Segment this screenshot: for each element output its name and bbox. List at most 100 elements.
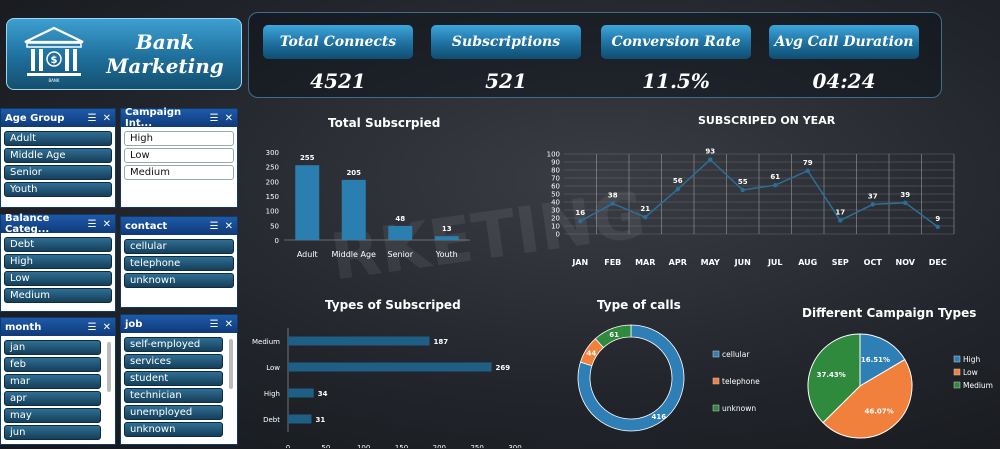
slicer-item-medium[interactable]: Medium (4, 288, 112, 303)
y-tick-label: Debt (263, 416, 280, 424)
data-label: 55 (738, 178, 748, 186)
kpi-value: 521 (485, 69, 527, 93)
slicer-item-adult[interactable]: Adult (4, 131, 112, 146)
chart-title-campaign-types: Different Campaign Types (802, 306, 977, 320)
slicer-item-jan[interactable]: jan (4, 340, 101, 355)
data-point (773, 183, 778, 188)
chart-title-type-of-calls: Type of calls (597, 298, 681, 312)
x-tick-label: Adult (297, 250, 318, 259)
y-tick-label: 90 (551, 159, 560, 167)
data-label: 37.43% (817, 371, 846, 379)
slicer-item-unknown[interactable]: unknown (124, 273, 234, 288)
kpi-panel: Total Connects 4521 Subscriptions 521 Co… (248, 12, 942, 98)
dashboard-title: Bank Marketing (89, 30, 241, 78)
data-label: 39 (900, 191, 910, 199)
slicer-item-mar[interactable]: mar (4, 374, 101, 389)
slicer-header: Balance Categ... ☰ ✕ (1, 213, 115, 235)
slicer-item-low[interactable]: Low (4, 271, 112, 286)
slicer-item-high[interactable]: High (124, 131, 234, 146)
slicer-item-telephone[interactable]: telephone (124, 256, 234, 271)
slicer-item-apr[interactable]: apr (4, 391, 101, 406)
clear-filter-icon[interactable]: ✕ (102, 112, 111, 124)
bar (434, 236, 459, 240)
multi-select-icon[interactable]: ☰ (87, 218, 97, 230)
slicer-item-unknown[interactable]: unknown (124, 422, 223, 437)
x-tick-label: 150 (395, 444, 408, 448)
slicer-item-student[interactable]: student (124, 371, 223, 386)
slicer-title: Age Group (5, 112, 65, 124)
y-tick-label: 70 (551, 175, 560, 183)
legend-label: unknown (722, 404, 756, 413)
series-line (579, 158, 939, 228)
slicer-item-services[interactable]: services (124, 354, 223, 369)
y-tick-label: Medium (252, 338, 280, 346)
bar (295, 165, 320, 240)
chart-title-types-subscribed: Types of Subscriped (325, 298, 461, 312)
slicer-item-feb[interactable]: feb (4, 357, 101, 372)
multi-select-icon[interactable]: ☰ (209, 318, 219, 330)
slicer-item-debt[interactable]: Debt (4, 237, 112, 252)
slicer-header: Campaign Int... ☰ ✕ (121, 107, 237, 129)
data-label: 79 (803, 159, 813, 167)
x-tick-label: 300 (508, 444, 521, 448)
x-tick-label: MAY (701, 258, 720, 267)
clear-filter-icon[interactable]: ✕ (224, 220, 233, 232)
clear-filter-icon[interactable]: ✕ (102, 218, 111, 230)
dashboard-title-line1: Bank (135, 30, 195, 54)
data-point (805, 168, 810, 173)
data-label: 93 (705, 148, 715, 156)
legend-swatch (712, 350, 720, 358)
slicer-month: month ☰ ✕ jan feb mar apr may jun (0, 317, 116, 445)
x-tick-label: APR (669, 258, 687, 267)
y-tick-label: 100 (266, 208, 279, 216)
data-point (870, 202, 875, 207)
slicer-item-high[interactable]: High (4, 254, 112, 269)
slicer-item-unemployed[interactable]: unemployed (124, 405, 223, 420)
x-tick-label: JUL (767, 258, 783, 267)
slicer-item-jun[interactable]: jun (4, 425, 101, 440)
slicer-header: job ☰ ✕ (121, 315, 237, 333)
svg-text:BANK: BANK (48, 78, 59, 83)
pie-slice (822, 358, 913, 439)
bar (288, 388, 314, 398)
legend-swatch (712, 377, 720, 385)
slicer-item-middle-age[interactable]: Middle Age (4, 148, 112, 163)
kpi-value: 4521 (310, 69, 366, 93)
clear-filter-icon[interactable]: ✕ (224, 112, 233, 124)
kpi-label: Conversion Rate (601, 25, 751, 59)
type-of-calls-donut-chart: 416 44 61 cellular telephone unknown (577, 324, 760, 432)
slicer-item-may[interactable]: may (4, 408, 101, 423)
y-tick-label: 100 (547, 151, 560, 159)
slicer-scrollbar[interactable] (229, 339, 233, 389)
multi-select-icon[interactable]: ☰ (87, 321, 97, 333)
multi-select-icon[interactable]: ☰ (209, 220, 219, 232)
slicer-item-senior[interactable]: Senior (4, 165, 112, 180)
slicer-title: job (125, 318, 143, 330)
slicer-scrollbar[interactable] (107, 342, 111, 392)
slicer-header: Age Group ☰ ✕ (1, 109, 115, 127)
slicer-item-self-employed[interactable]: self-employed (124, 337, 223, 352)
x-tick-label: DEC (929, 258, 947, 267)
svg-text:$: $ (51, 55, 58, 66)
slicer-item-medium[interactable]: Medium (124, 165, 234, 180)
slicer-item-low[interactable]: Low (124, 148, 234, 163)
slicer-item-technician[interactable]: technician (124, 388, 223, 403)
legend-label: cellular (722, 350, 750, 359)
multi-select-icon[interactable]: ☰ (209, 112, 219, 124)
kpi-conversion-rate: Conversion Rate 11.5% (601, 25, 751, 93)
y-tick-label: 200 (266, 178, 279, 186)
slicer-item-youth[interactable]: Youth (4, 182, 112, 197)
slicer-item-cellular[interactable]: cellular (124, 239, 234, 254)
data-point (643, 215, 648, 220)
clear-filter-icon[interactable]: ✕ (102, 321, 111, 333)
multi-select-icon[interactable]: ☰ (87, 112, 97, 124)
data-label: 34 (318, 390, 328, 398)
data-label: 187 (433, 338, 448, 346)
slicer-header: contact ☰ ✕ (121, 217, 237, 235)
x-tick-label: 100 (357, 444, 370, 448)
slicer-title: Campaign Int... (125, 107, 182, 129)
data-point (935, 224, 940, 229)
kpi-label: Total Connects (263, 25, 413, 59)
slicer-contact: contact ☰ ✕ cellular telephone unknown (120, 216, 238, 308)
clear-filter-icon[interactable]: ✕ (224, 318, 233, 330)
